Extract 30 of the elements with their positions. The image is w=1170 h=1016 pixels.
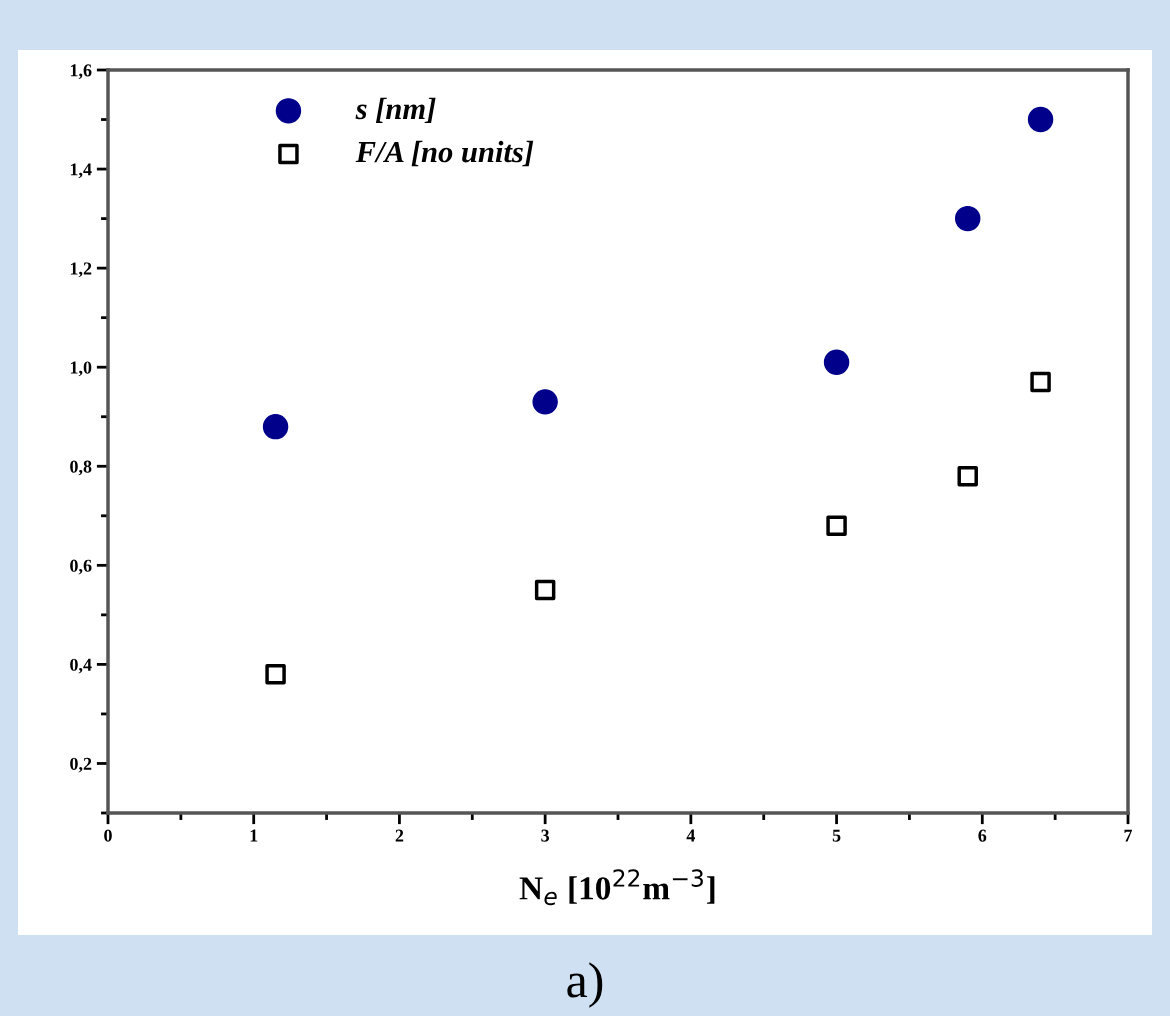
- x-tick-label: 5: [832, 829, 841, 842]
- y-tick-label: 1,4: [70, 163, 92, 179]
- x-tick-label: 0: [104, 829, 112, 842]
- point: [265, 664, 286, 685]
- x-tick-label: 7: [1124, 829, 1133, 842]
- point: [1030, 371, 1051, 393]
- x-tick-label: 4: [686, 829, 696, 842]
- point: [534, 579, 556, 601]
- point: [954, 205, 981, 232]
- y-tick-label: 0,8: [70, 460, 92, 476]
- point: [823, 349, 850, 375]
- y-tick-label: 1,2: [70, 262, 92, 278]
- text: a): [567, 962, 603, 1008]
- point: [826, 515, 847, 536]
- x-axis-title: N$_{e}$ [10$^{22}$m$^{−3}$]: [519, 869, 715, 906]
- y-tick-label: 1,0: [70, 361, 92, 377]
- x-tick-label: 6: [978, 829, 987, 842]
- y-tick-label: 0,4: [70, 658, 92, 674]
- y-tick-label: 0,6: [70, 559, 92, 575]
- point: [532, 389, 558, 415]
- y-tick-label: 0,2: [70, 757, 92, 773]
- legend-label: s [nm]: [355, 97, 436, 123]
- point: [262, 413, 289, 440]
- y-tick-label: 1,6: [70, 64, 92, 80]
- x-tick-label: 2: [395, 829, 404, 842]
- point: [1027, 106, 1054, 133]
- x-tick-label: 3: [541, 829, 550, 842]
- legend-label: F/A [no units]: [355, 140, 534, 167]
- x-tick-label: 1: [250, 829, 258, 842]
- point: [957, 465, 978, 487]
